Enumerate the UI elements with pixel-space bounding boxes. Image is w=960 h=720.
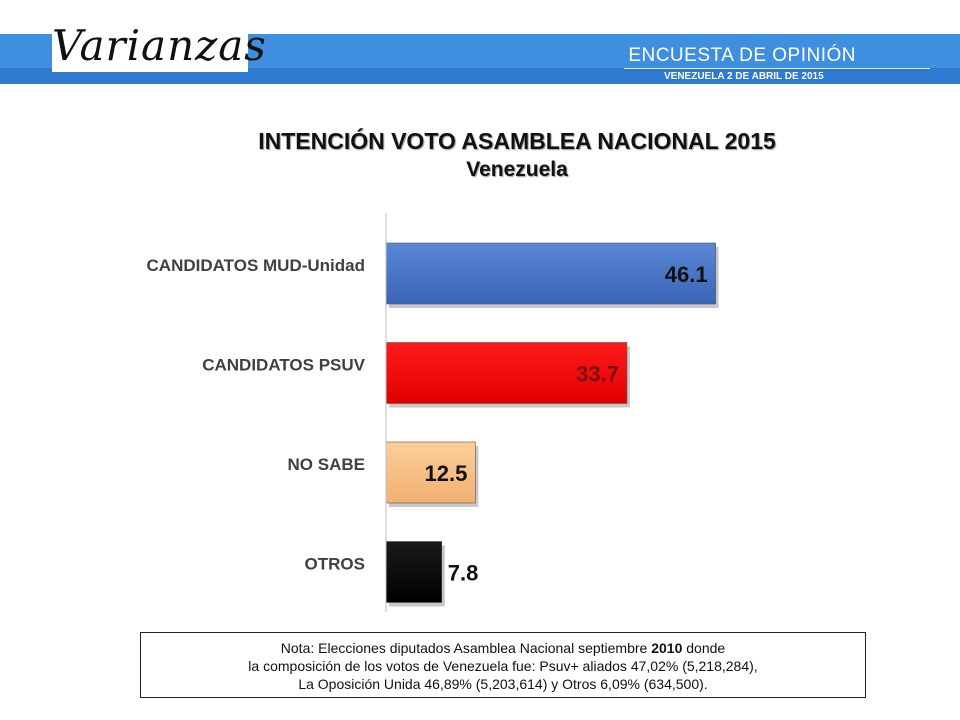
value-label-1: 33.7 bbox=[576, 362, 619, 387]
bar-0 bbox=[385, 242, 716, 305]
chart-subtitle: Venezuela bbox=[466, 158, 568, 181]
survey-date: VENEZUELA 2 DE ABRIL DE 2015 bbox=[664, 71, 824, 82]
bar-2 bbox=[385, 441, 476, 504]
bar-3 bbox=[385, 541, 443, 603]
category-label-3: OTROS bbox=[305, 555, 365, 574]
header-band-lower bbox=[0, 68, 960, 84]
value-label-0: 46.1 bbox=[665, 262, 708, 287]
footnote-line-1: Nota: Elecciones diputados Asamblea Naci… bbox=[141, 639, 865, 657]
footnote-line-1-suffix: donde bbox=[682, 640, 726, 656]
footnote-line-3: La Oposición Unida 46,89% (5,203,614) y … bbox=[298, 676, 708, 692]
footnote-year: 2010 bbox=[651, 640, 683, 656]
value-label-2: 12.5 bbox=[425, 461, 468, 486]
chart-title: INTENCIÓN VOTO ASAMBLEA NACIONAL 2015 bbox=[258, 128, 776, 154]
footnote-box: Nota: Elecciones diputados Asamblea Naci… bbox=[140, 632, 866, 698]
value-label-3: 7.8 bbox=[448, 561, 479, 586]
category-label-1: CANDIDATOS PSUV bbox=[202, 356, 365, 375]
logo: Varianzas bbox=[52, 21, 267, 70]
category-label-0: CANDIDATOS MUD-Unidad bbox=[147, 256, 365, 275]
bar-1 bbox=[385, 342, 628, 404]
survey-title: ENCUESTA DE OPINIÓN bbox=[628, 45, 856, 66]
category-label-2: NO SABE bbox=[288, 455, 365, 474]
footnote-line-2: la composición de los votos de Venezuela… bbox=[248, 658, 758, 674]
survey-divider bbox=[624, 68, 930, 69]
footnote-line-1-prefix: Nota: Elecciones diputados Asamblea Naci… bbox=[280, 640, 652, 656]
logo-background bbox=[52, 24, 248, 72]
